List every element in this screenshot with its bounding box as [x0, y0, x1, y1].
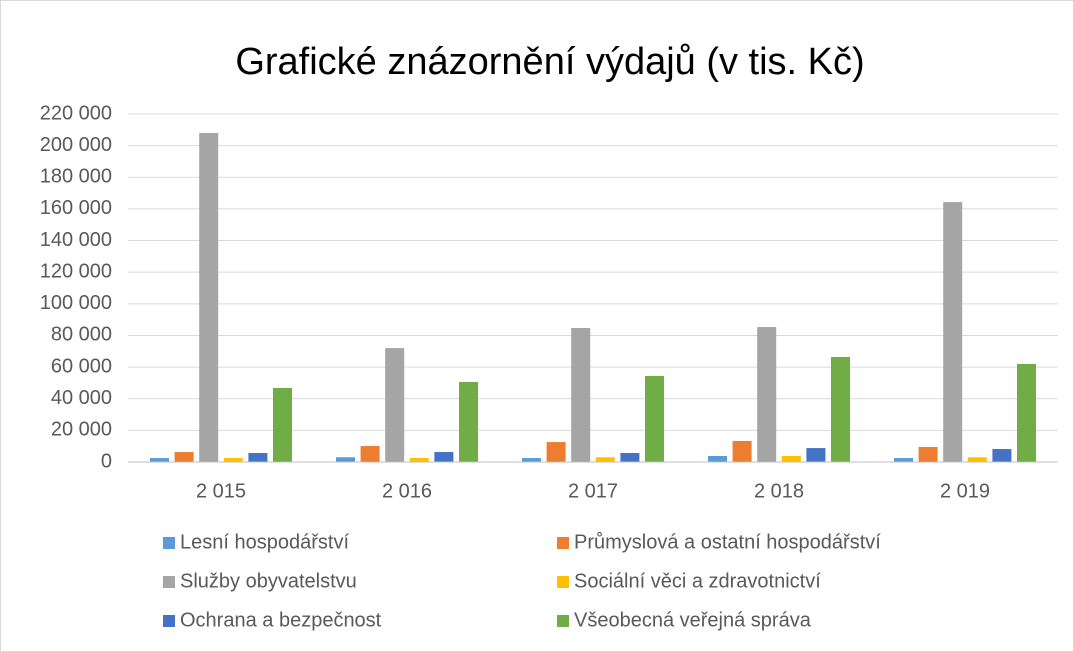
bar [757, 327, 777, 462]
x-tick-label: 2 019 [940, 480, 990, 502]
x-tick-label: 2 015 [196, 480, 246, 502]
bar [1017, 363, 1036, 462]
bar [409, 458, 429, 462]
legend-label: Služby obyvatelstvu [180, 570, 357, 592]
bar [174, 452, 194, 462]
bar [522, 458, 541, 462]
legend-label: Ochrana a bezpečnost [180, 609, 382, 631]
bar [645, 375, 664, 462]
legend-swatch [163, 537, 175, 549]
y-tick-label: 180 000 [40, 166, 112, 188]
bar [546, 442, 566, 462]
y-tick-label: 100 000 [40, 292, 112, 314]
legend-swatch [557, 576, 569, 588]
legend-label: Sociální věci a zdravotnictví [574, 570, 821, 592]
x-tick-label: 2 018 [754, 480, 804, 502]
legend-label: Průmyslová a ostatní hospodářství [574, 531, 881, 553]
bar [918, 446, 938, 462]
bar [360, 446, 380, 462]
bar [967, 457, 987, 462]
x-tick-label: 2 017 [568, 480, 618, 502]
bar [620, 452, 640, 462]
bar [273, 387, 292, 462]
bar [336, 457, 355, 462]
bar [831, 356, 850, 462]
y-tick-label: 120 000 [40, 260, 112, 282]
bar [732, 440, 752, 462]
bar [459, 381, 478, 462]
y-tick-label: 160 000 [40, 197, 112, 219]
y-tick-label: 220 000 [40, 102, 112, 124]
bar [781, 455, 801, 462]
bar [385, 348, 405, 462]
y-tick-label: 200 000 [40, 134, 112, 156]
bar [806, 448, 826, 462]
y-tick-label: 60 000 [51, 355, 112, 377]
bar [571, 328, 591, 462]
legend-swatch [163, 576, 175, 588]
x-tick-label: 2 016 [382, 480, 432, 502]
legend-label: Všeobecná veřejná správa [574, 609, 812, 631]
bar [223, 458, 243, 462]
legend-swatch [163, 615, 175, 627]
legend-swatch [557, 537, 569, 549]
y-tick-label: 80 000 [51, 324, 112, 346]
bar [943, 202, 963, 462]
y-tick-label: 0 [101, 450, 112, 472]
bar [248, 452, 268, 462]
legend-label: Lesní hospodářství [180, 531, 349, 553]
bar [150, 458, 169, 462]
chart-title: Grafické znázornění výdajů (v tis. Kč) [235, 41, 864, 83]
bar [434, 452, 454, 462]
y-tick-label: 40 000 [51, 387, 112, 409]
y-tick-label: 140 000 [40, 229, 112, 251]
bar [595, 457, 615, 462]
legend-swatch [557, 615, 569, 627]
bar [992, 449, 1012, 462]
bar [199, 132, 219, 462]
bar [708, 455, 727, 462]
y-tick-label: 20 000 [51, 419, 112, 441]
bar [894, 458, 913, 462]
